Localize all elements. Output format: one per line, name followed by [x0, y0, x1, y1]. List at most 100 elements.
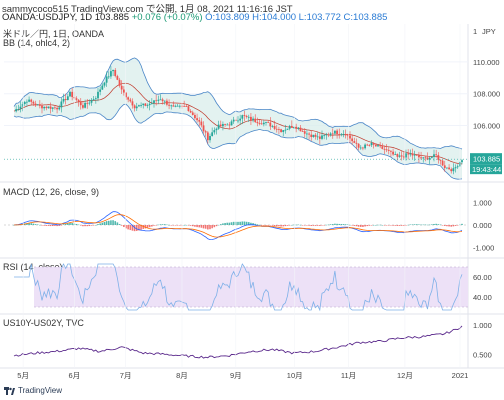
- macd-histogram-bar: [263, 225, 265, 226]
- macd-histogram-bar: [454, 225, 457, 226]
- candle-body: [86, 102, 89, 104]
- candle-body: [30, 99, 33, 102]
- candle-body: [228, 124, 231, 126]
- candle-body: [118, 79, 121, 86]
- candle-body: [441, 160, 444, 166]
- candle-body: [217, 124, 220, 129]
- tradingview-logo[interactable]: TradingView: [4, 386, 62, 395]
- candle-body: [168, 104, 170, 106]
- candle-body: [146, 105, 149, 106]
- candle-body: [396, 154, 399, 157]
- candle-body: [174, 105, 177, 107]
- candle-body: [346, 135, 349, 137]
- candle-body: [116, 76, 119, 80]
- macd-histogram-bar: [349, 224, 351, 226]
- candle-body: [303, 131, 306, 134]
- us10y-indicator-label[interactable]: US10Y-US02Y, TVC: [3, 318, 84, 328]
- macd-histogram-bar: [437, 224, 440, 225]
- candle-body: [275, 128, 278, 130]
- macd-histogram-bar: [112, 220, 114, 225]
- macd-histogram-bar: [243, 221, 246, 225]
- macd-histogram-bar: [202, 225, 205, 229]
- macd-histogram-bar: [452, 225, 455, 227]
- candle-body: [256, 122, 259, 124]
- candle-body: [191, 112, 194, 115]
- candle-body: [312, 134, 315, 138]
- candle-body: [107, 76, 110, 78]
- candle-body: [166, 100, 168, 105]
- macd-histogram-bar: [222, 223, 224, 225]
- macd-histogram-bar: [301, 225, 304, 226]
- macd-histogram-bar: [185, 224, 188, 226]
- candle-body: [338, 134, 341, 135]
- candle-body: [374, 144, 377, 147]
- macd-histogram-bar: [107, 220, 110, 225]
- candle-body: [280, 129, 282, 133]
- macd-histogram-bar: [194, 225, 196, 227]
- macd-histogram-bar: [372, 224, 375, 226]
- candle-body: [172, 105, 175, 107]
- candle-body: [32, 101, 35, 104]
- candle-body: [433, 154, 435, 157]
- candle-body: [200, 121, 203, 126]
- macd-histogram-bar: [336, 223, 338, 225]
- candle-body: [213, 130, 216, 133]
- macd-histogram-bar: [265, 225, 267, 226]
- macd-histogram-bar: [118, 224, 121, 225]
- spread-tick-label: 1.000: [473, 321, 492, 330]
- candle-body: [329, 133, 332, 135]
- bb-indicator-label[interactable]: BB (14, ohlc4, 2): [3, 38, 71, 48]
- macd-histogram-bar: [237, 221, 239, 225]
- macd-histogram-bar: [252, 223, 254, 225]
- candle-body: [437, 155, 440, 160]
- candle-body: [267, 122, 270, 123]
- candle-body: [153, 100, 155, 103]
- time-axis-label: 9月: [230, 371, 242, 380]
- macd-histogram-bar: [312, 225, 315, 226]
- macd-histogram-bar: [247, 222, 250, 225]
- candle-body: [428, 157, 431, 160]
- candle-body: [178, 105, 181, 107]
- candle-body: [418, 155, 420, 158]
- candle-body: [306, 133, 308, 135]
- macd-histogram-bar: [446, 225, 448, 227]
- macd-histogram-bar: [103, 221, 106, 225]
- candle-body: [90, 99, 93, 103]
- macd-histogram-bar: [101, 222, 104, 225]
- candle-body: [120, 85, 123, 90]
- last-price-tag: [470, 153, 502, 165]
- macd-histogram-bar: [187, 225, 190, 226]
- candle-body: [88, 102, 91, 104]
- rsi-indicator-label[interactable]: RSI (14, close): [3, 262, 63, 272]
- macd-histogram-bar: [396, 225, 399, 226]
- macd-histogram-bar: [400, 225, 403, 226]
- candle-body: [41, 105, 43, 109]
- macd-histogram-bar: [135, 225, 138, 231]
- candle-body: [243, 115, 246, 116]
- macd-histogram-bar: [271, 225, 274, 226]
- macd-histogram-bar: [353, 225, 356, 226]
- candle-body: [392, 151, 394, 155]
- candle-body: [405, 153, 407, 158]
- macd-histogram-bar: [30, 223, 33, 225]
- macd-indicator-label[interactable]: MACD (12, 26, close, 9): [3, 187, 100, 197]
- candle-body: [284, 129, 287, 131]
- candle-body: [351, 138, 354, 142]
- candle-body: [370, 142, 373, 146]
- candle-body: [60, 101, 63, 108]
- macd-histogram-bar: [123, 225, 125, 228]
- macd-histogram-bar: [77, 224, 80, 226]
- candle-body: [219, 124, 222, 127]
- macd-histogram-bar: [45, 225, 48, 226]
- candle-body: [36, 104, 39, 106]
- macd-histogram-bar: [385, 225, 388, 226]
- macd-histogram-bar: [288, 225, 291, 226]
- macd-histogram-bar: [47, 225, 50, 226]
- candle-body: [64, 98, 67, 100]
- candle-body: [450, 169, 453, 172]
- macd-histogram-bar: [138, 225, 140, 231]
- candle-body: [161, 99, 164, 102]
- macd-histogram-bar: [213, 225, 216, 228]
- candle-body: [359, 147, 362, 149]
